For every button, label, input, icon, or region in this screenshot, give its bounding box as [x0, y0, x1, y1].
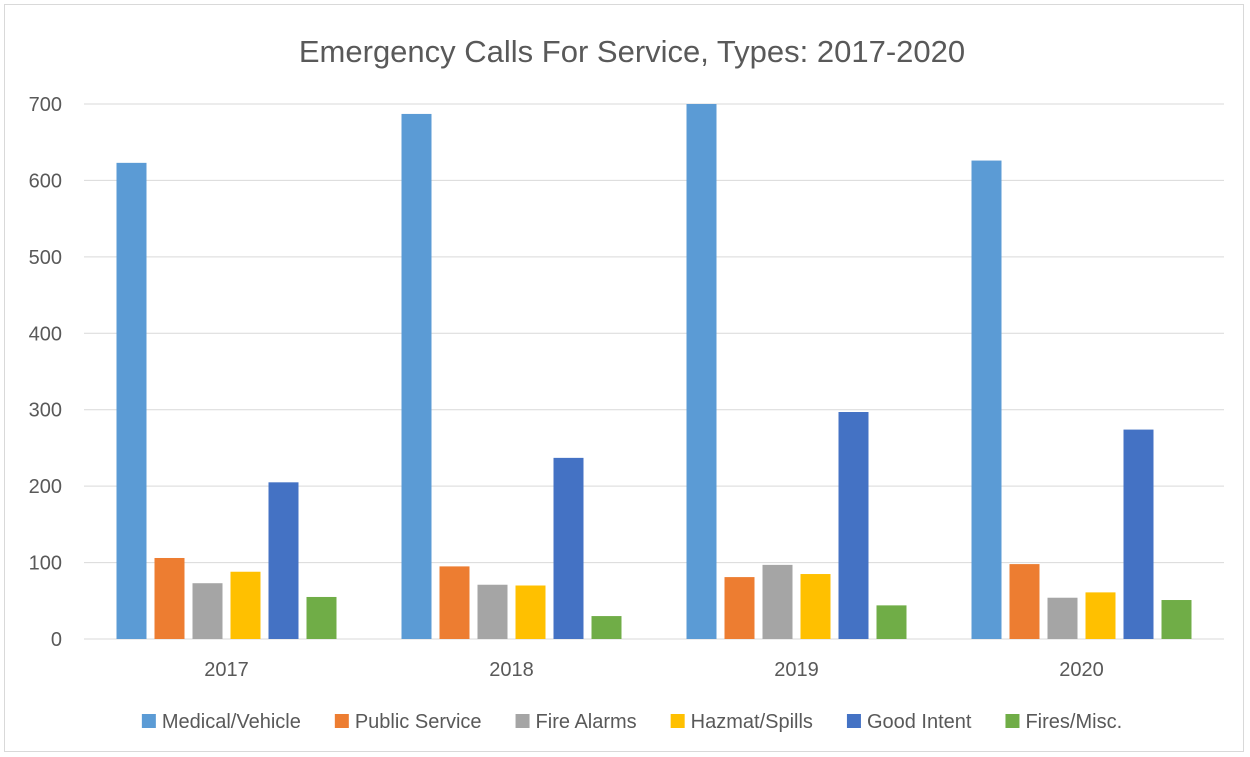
legend: Medical/Vehicle Public Service Fire Alarms…	[141, 711, 1122, 733]
legend-item: Good Intent	[846, 711, 972, 733]
legend-label: Hazmat/Spills	[691, 711, 813, 733]
legend-item: Public Service	[334, 711, 482, 733]
y-tick-label: 700	[29, 94, 62, 116]
x-tick-label: 2018	[489, 659, 534, 681]
bars	[116, 104, 1192, 640]
legend-item: Fires/Misc.	[1005, 711, 1122, 733]
bar-good-intent-2017	[268, 482, 299, 639]
y-tick-label: 200	[29, 476, 62, 498]
bar-medical-vehicle-2019	[686, 104, 717, 639]
legend-item: Hazmat/Spills	[670, 711, 813, 733]
bar-hazmat-spills-2017	[230, 571, 261, 639]
legend-swatch	[1005, 714, 1020, 728]
bar-medical-vehicle-2020	[971, 160, 1002, 640]
axes: 0 100 200 300 400 500 600 700 2017 2018 2019 2020	[29, 94, 1104, 681]
legend-swatch	[846, 714, 861, 728]
bar-medical-vehicle-2017	[116, 162, 147, 639]
bar-fire-alarms-2019	[762, 564, 793, 639]
bar-fire-alarms-2020	[1047, 597, 1078, 639]
bar-public-service-2020	[1009, 564, 1040, 639]
legend-swatch	[670, 714, 685, 728]
legend-item: Fire Alarms	[515, 711, 637, 733]
bar-hazmat-spills-2019	[800, 574, 831, 639]
x-tick-label: 2020	[1059, 659, 1104, 681]
chart-title: Emergency Calls For Service, Types: 2017…	[299, 34, 965, 69]
bar-fire-alarms-2017	[192, 583, 223, 639]
bar-medical-vehicle-2018	[401, 113, 432, 639]
x-tick-label: 2017	[204, 659, 249, 681]
bar-good-intent-2018	[553, 457, 584, 639]
legend-item: Medical/Vehicle	[141, 711, 301, 733]
bar-public-service-2017	[154, 557, 185, 639]
y-tick-label: 100	[29, 553, 62, 575]
bar-public-service-2018	[439, 566, 470, 639]
legend-label: Good Intent	[867, 711, 972, 733]
gridlines	[84, 103, 1224, 640]
y-tick-label: 500	[29, 247, 62, 269]
bar-public-service-2019	[724, 577, 755, 639]
bar-hazmat-spills-2018	[515, 585, 546, 639]
legend-label: Fires/Misc.	[1025, 711, 1122, 733]
bar-hazmat-spills-2020	[1085, 592, 1116, 639]
bar-good-intent-2019	[838, 412, 869, 639]
bar-fire-alarms-2018	[477, 584, 508, 639]
y-tick-label: 0	[51, 629, 62, 651]
legend-swatch	[515, 714, 530, 728]
bar-fires-misc-2020	[1161, 600, 1192, 639]
x-tick-label: 2019	[774, 659, 819, 681]
bar-fires-misc-2017	[306, 596, 337, 639]
legend-label: Medical/Vehicle	[162, 711, 301, 733]
legend-swatch	[141, 714, 156, 728]
bar-fires-misc-2019	[876, 605, 907, 639]
y-tick-label: 300	[29, 400, 62, 422]
y-tick-label: 400	[29, 323, 62, 345]
legend-label: Public Service	[355, 711, 482, 733]
legend-swatch	[334, 714, 349, 728]
bar-good-intent-2020	[1123, 429, 1154, 639]
y-tick-label: 600	[29, 170, 62, 192]
legend-label: Fire Alarms	[536, 711, 637, 733]
bar-fires-misc-2018	[591, 616, 622, 639]
